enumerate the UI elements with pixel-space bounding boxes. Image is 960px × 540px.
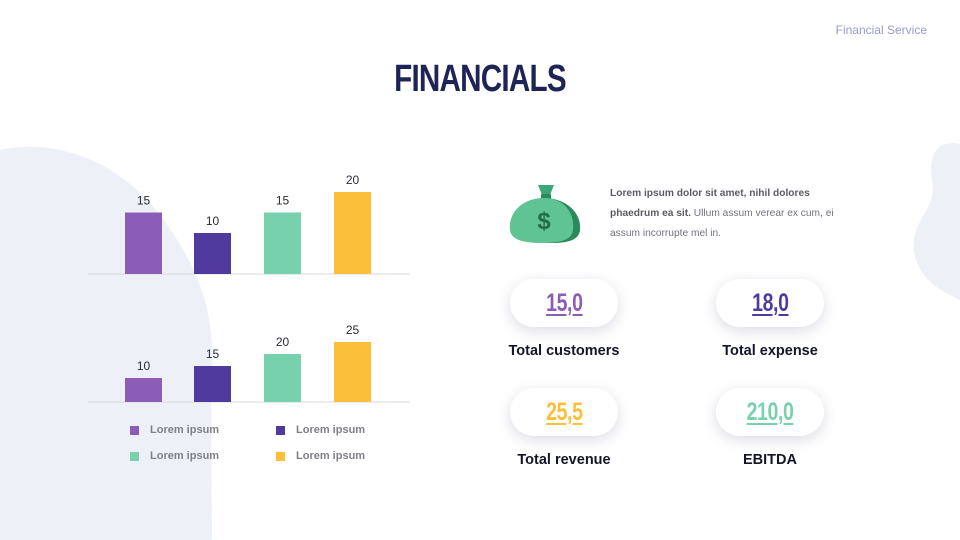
kpi-customers-pill: 15,0 [510, 279, 618, 327]
money-bag-icon: $ [509, 185, 581, 243]
legend-item-1: Lorem ipsum [130, 424, 219, 436]
chart-1-data-label-1: 15 [137, 194, 151, 208]
legend-item-3: Lorem ipsum [130, 450, 219, 462]
chart-2-data-label-1: 10 [137, 359, 151, 373]
chart-1-bar-1 [125, 212, 162, 274]
kpi-ebitda-pill: 210,0 [716, 388, 824, 436]
description-regular: Ullum assum verear ex cum, ei assum inco… [610, 208, 834, 239]
legend-label: Lorem ipsum [296, 424, 366, 436]
chart-2-bar-4 [334, 342, 371, 402]
right-background-blob [913, 143, 960, 300]
description-text: Lorem ipsum dolor sit amet, nihil dolore… [610, 184, 860, 244]
chart-1-bar-2 [194, 233, 231, 274]
chart-2-data-label-2: 15 [206, 347, 220, 361]
kpi-customers-label: Total customers [508, 343, 620, 359]
chart-2-bar-2 [194, 366, 231, 402]
legend-label: Lorem ipsum [150, 450, 220, 462]
chart-1-data-label-2: 10 [206, 214, 220, 228]
chart-2-data-label-3: 20 [276, 335, 290, 349]
kpi-customers-value: 15,0 [545, 288, 583, 317]
legend-swatch [276, 425, 285, 435]
chart-1-bar-4 [334, 192, 371, 274]
legend-item-4: Lorem ipsum [276, 450, 365, 462]
header-tag: Financial Service [835, 23, 927, 37]
kpi-expense-label: Total expense [722, 343, 818, 359]
kpi-revenue-label: Total revenue [517, 452, 611, 468]
legend-swatch [130, 425, 139, 435]
description-bold: Lorem ipsum dolor sit amet, nihil dolore… [610, 188, 810, 219]
legend-label: Lorem ipsum [296, 450, 366, 462]
legend-label: Lorem ipsum [150, 424, 220, 436]
kpi-revenue-pill: 25,5 [510, 388, 618, 436]
kpi-ebitda-value: 210,0 [746, 397, 794, 426]
legend-item-2: Lorem ipsum [276, 424, 365, 436]
chart-1-bar-3 [264, 212, 301, 274]
chart-2-data-label-4: 25 [346, 323, 360, 337]
chart-1-data-label-4: 20 [346, 173, 360, 187]
kpi-expense-pill: 18,0 [716, 279, 824, 327]
kpi-revenue-value: 25,5 [545, 397, 583, 426]
page-title: FINANCIALS [394, 58, 566, 100]
legend-swatch [276, 451, 285, 461]
chart-1-data-label-3: 15 [276, 194, 290, 208]
chart-2-bar-3 [264, 354, 301, 402]
svg-text:$: $ [537, 208, 551, 235]
kpi-expense-value: 18,0 [751, 288, 789, 317]
chart-2-bar-1 [125, 378, 162, 402]
legend-swatch [130, 451, 139, 461]
bar-charts: 15 10 15 20 10 15 20 25 [88, 173, 410, 403]
kpi-ebitda-label: EBITDA [743, 452, 797, 468]
